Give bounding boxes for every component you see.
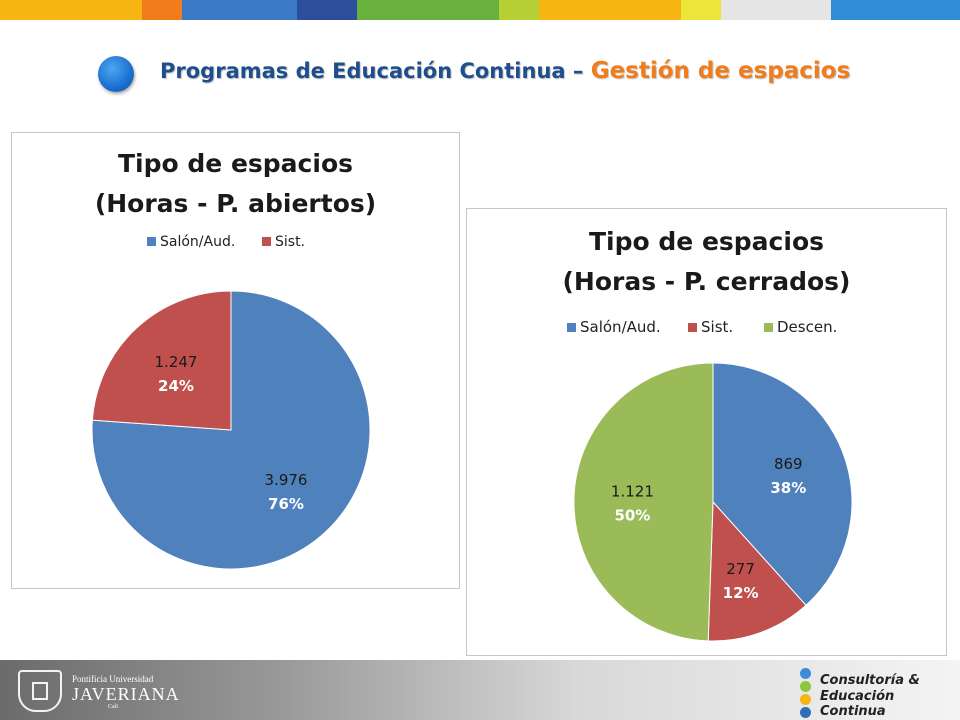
brand-dot <box>800 707 811 718</box>
legend-swatch <box>262 237 271 246</box>
legend-swatch <box>567 323 576 332</box>
chart-subtitle: (Horas - P. abiertos) <box>95 189 376 218</box>
legend-label: Salón/Aud. <box>580 318 661 336</box>
chart-panel-abiertos: Tipo de espacios (Horas - P. abiertos) Sal… <box>11 132 460 589</box>
top-color-bar <box>0 0 960 20</box>
top-bar-segment <box>499 0 539 20</box>
data-label-value: 277 <box>726 560 755 578</box>
data-label-percent: 76% <box>268 495 304 513</box>
brand-name-line1: Consultoría & <box>820 673 920 688</box>
data-label-percent: 12% <box>723 584 759 602</box>
chart-subtitle: (Horas - P. cerrados) <box>562 267 850 296</box>
brand-dot <box>800 668 811 679</box>
legend-label: Salón/Aud. <box>160 234 235 250</box>
pie-chart-cerrados: Tipo de espacios (Horas - P. cerrados) Sal… <box>562 227 853 642</box>
page-title-main: Programas de Educación Continua – <box>160 59 591 83</box>
pie-slice <box>573 362 714 642</box>
data-label-value: 869 <box>774 455 803 473</box>
brand-name-line2: Educación Continua <box>820 689 895 719</box>
top-bar-segment <box>182 0 297 20</box>
pie-slice <box>712 362 853 606</box>
legend-label: Descen. <box>777 318 837 336</box>
pie-slice <box>91 290 371 570</box>
data-label-percent: 24% <box>158 377 194 395</box>
top-bar-segment <box>721 0 831 20</box>
title-bullet-icon <box>98 56 134 92</box>
legend-swatch <box>147 237 156 246</box>
top-bar-segment <box>539 0 681 20</box>
top-bar-segment <box>357 0 499 20</box>
top-bar-segment <box>297 0 357 20</box>
pie-slice <box>707 500 807 642</box>
legend-label: Sist. <box>701 318 733 336</box>
legend-swatch <box>688 323 697 332</box>
page-title-highlight: Gestión de espacios <box>590 58 851 84</box>
top-bar-segment <box>142 0 182 20</box>
page-title: Programas de Educación Continua – Gestió… <box>160 58 920 92</box>
footer-bar: Pontificia Universidad JAVERIANA Cali <box>0 660 960 720</box>
data-label-percent: 50% <box>614 507 650 525</box>
top-bar-segment <box>831 0 960 20</box>
university-city: Cali <box>108 704 118 710</box>
legend-label: Sist. <box>275 234 305 250</box>
data-label-percent: 38% <box>770 479 806 497</box>
pie-chart-abiertos: Tipo de espacios (Horas - P. abiertos) Sal… <box>91 149 376 570</box>
data-label-value: 1.121 <box>611 483 654 501</box>
data-label-value: 1.247 <box>155 353 198 371</box>
university-name: JAVERIANA <box>72 684 180 704</box>
top-bar-segment <box>681 0 721 20</box>
chart-title: Tipo de espacios <box>118 149 353 178</box>
brand-dot <box>800 694 811 705</box>
top-bar-segment <box>0 0 142 20</box>
data-label-value: 3.976 <box>265 471 308 489</box>
university-label: Pontificia Universidad <box>72 674 154 684</box>
legend-swatch <box>764 323 773 332</box>
pie-slice <box>91 290 232 431</box>
chart-panel-cerrados: Tipo de espacios (Horas - P. cerrados) Sal… <box>466 208 947 656</box>
university-crest-icon <box>18 670 62 712</box>
brand-dot <box>800 681 811 692</box>
chart-title: Tipo de espacios <box>589 227 824 256</box>
